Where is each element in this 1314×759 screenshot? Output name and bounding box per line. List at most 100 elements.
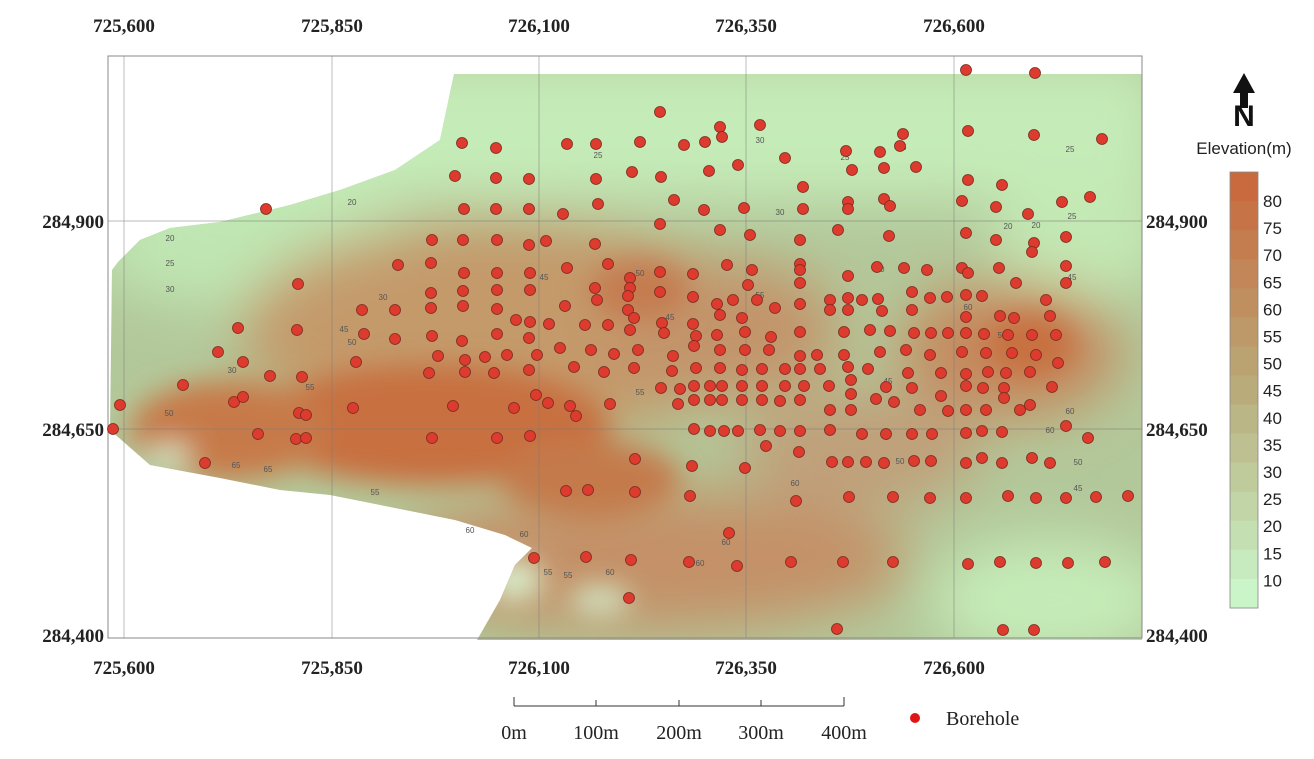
borehole-marker — [884, 325, 896, 337]
y-tick-right-1: 284,900 — [1146, 212, 1208, 233]
borehole-marker — [290, 433, 302, 445]
borehole-marker — [458, 267, 470, 279]
legend-level-label: 50 — [1263, 355, 1282, 374]
borehole-marker — [838, 326, 850, 338]
borehole-marker — [1026, 246, 1038, 258]
borehole-marker — [845, 404, 857, 416]
borehole-marker — [456, 335, 468, 347]
legend-labels: 80 75 70 65 60 55 50 45 40 35 30 25 20 15 10 — [1263, 192, 1282, 590]
borehole-marker — [674, 383, 686, 395]
contour-label: 45 — [666, 313, 675, 322]
borehole-marker — [824, 404, 836, 416]
borehole-marker — [668, 194, 680, 206]
borehole-marker — [589, 238, 601, 250]
borehole-marker — [1030, 557, 1042, 569]
borehole-marker — [625, 554, 637, 566]
borehole-marker — [842, 456, 854, 468]
borehole-marker — [874, 346, 886, 358]
borehole-marker — [559, 300, 571, 312]
borehole-marker — [1056, 196, 1068, 208]
legend-band — [1230, 404, 1258, 435]
borehole-marker — [456, 137, 468, 149]
borehole-marker — [754, 119, 766, 131]
borehole-marker — [962, 125, 974, 137]
borehole-marker — [292, 278, 304, 290]
contour-label: 60 — [466, 526, 475, 535]
borehole-marker — [736, 364, 748, 376]
legend-band — [1230, 549, 1258, 580]
borehole-marker — [1050, 329, 1062, 341]
borehole-marker — [592, 198, 604, 210]
borehole-marker — [779, 380, 791, 392]
borehole-marker — [358, 328, 370, 340]
borehole-marker — [769, 302, 781, 314]
borehole-marker — [457, 234, 469, 246]
borehole-marker — [1014, 404, 1026, 416]
borehole-marker — [688, 394, 700, 406]
y-tick-left-2: 284,650 — [42, 420, 104, 441]
borehole-marker — [976, 452, 988, 464]
borehole-marker — [794, 350, 806, 362]
borehole-marker — [993, 262, 1005, 274]
x-tick-bottom-5: 726,600 — [923, 658, 985, 679]
borehole-marker — [300, 432, 312, 444]
borehole-marker — [212, 346, 224, 358]
borehole-marker — [714, 344, 726, 356]
borehole-marker — [871, 261, 883, 273]
legend-band — [1230, 230, 1258, 260]
borehole-marker — [935, 367, 947, 379]
borehole-marker — [703, 165, 715, 177]
borehole-marker — [598, 366, 610, 378]
borehole-marker — [491, 303, 503, 315]
borehole-marker — [962, 558, 974, 570]
borehole-marker — [924, 349, 936, 361]
borehole-marker — [996, 457, 1008, 469]
legend-level-label: 25 — [1263, 490, 1282, 509]
borehole-marker — [962, 267, 974, 279]
borehole-marker — [252, 428, 264, 440]
borehole-marker — [763, 344, 775, 356]
borehole-marker — [531, 349, 543, 361]
borehole-marker — [591, 294, 603, 306]
borehole-marker — [1002, 490, 1014, 502]
borehole-marker — [862, 363, 874, 375]
borehole-marker — [794, 394, 806, 406]
contour-label: 50 — [1074, 458, 1083, 467]
borehole-marker — [751, 294, 763, 306]
borehole-marker — [883, 230, 895, 242]
borehole-marker — [1028, 129, 1040, 141]
borehole-marker — [711, 298, 723, 310]
contour-label: 60 — [606, 568, 615, 577]
borehole-marker — [960, 492, 972, 504]
borehole-marker — [608, 348, 620, 360]
borehole-marker — [738, 202, 750, 214]
borehole-marker — [524, 267, 536, 279]
borehole-marker — [794, 264, 806, 276]
borehole-marker — [580, 551, 592, 563]
borehole-marker — [300, 409, 312, 421]
borehole-marker — [838, 349, 850, 361]
borehole-marker — [490, 203, 502, 215]
borehole-marker — [686, 460, 698, 472]
borehole-marker — [794, 425, 806, 437]
borehole-marker — [797, 181, 809, 193]
contour-label: 30 — [776, 208, 785, 217]
borehole-marker — [632, 344, 644, 356]
scale-label-200: 200m — [656, 722, 702, 744]
borehole-marker — [960, 380, 972, 392]
borehole-marker — [543, 318, 555, 330]
borehole-marker — [449, 170, 461, 182]
borehole-marker — [960, 311, 972, 323]
y-axis-right: 284,900 284,650 284,400 — [1146, 212, 1208, 647]
scale-bar: 0m 100m 200m 300m 400m — [501, 697, 867, 744]
legend-level-label: 80 — [1263, 192, 1282, 211]
borehole-marker — [564, 400, 576, 412]
borehole-marker — [884, 200, 896, 212]
contour-label: 45 — [1068, 273, 1077, 282]
contour-label: 45 — [884, 377, 893, 386]
borehole-marker — [842, 292, 854, 304]
legend-level-label: 45 — [1263, 382, 1282, 401]
borehole-marker — [739, 326, 751, 338]
borehole-marker — [960, 327, 972, 339]
borehole-marker — [898, 262, 910, 274]
